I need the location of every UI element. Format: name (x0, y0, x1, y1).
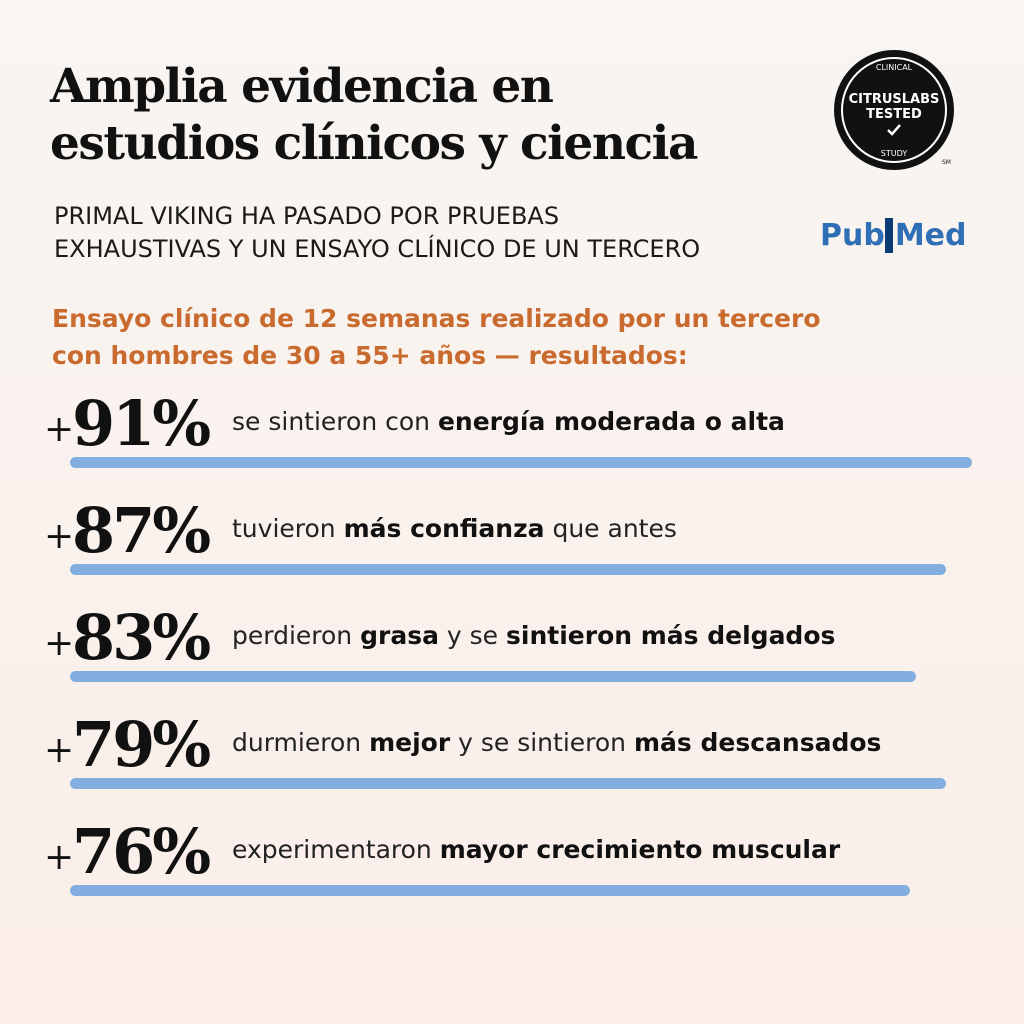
badge-bottom: STUDY (881, 149, 908, 158)
result-sign: + (44, 623, 75, 664)
pubmed-part: Pub (820, 218, 885, 253)
pubmed-logo: Pub Med (820, 218, 967, 253)
description-segment: más descansados (633, 728, 882, 757)
description-segment: experimentaron (232, 835, 440, 864)
description-segment: tuvieron (232, 514, 344, 543)
result: +83% perdieron grasa y se sintieron más d… (44, 601, 984, 709)
result: +76% experimentaron mayor crecimiento mus… (44, 815, 984, 923)
badge-mark: SM (942, 159, 951, 166)
description-segment: durmieron (232, 728, 370, 757)
badge-top: CLINICAL (876, 63, 913, 72)
underline-bar (70, 885, 910, 896)
description-segment: sintieron más delgados (506, 621, 836, 650)
intro: Ensayo clínico de 12 semanas realizado p… (52, 300, 821, 374)
result-stat: 83% (72, 601, 211, 674)
badge-line2: TESTED (866, 107, 922, 122)
badge-circle (834, 50, 954, 170)
result-description: perdieron grasa y se sintieron más delga… (232, 621, 835, 650)
result-stat: 76% (72, 815, 211, 888)
result-stat: 91% (72, 387, 211, 460)
description-segment: perdieron (232, 621, 361, 650)
description-segment: que antes (544, 514, 677, 543)
description-segment: grasa (360, 621, 439, 650)
badge-ring (841, 57, 947, 163)
result-sign: + (44, 409, 75, 450)
subtitle: PRIMAL VIKING HA PASADO POR PRUEBAS EXHA… (54, 200, 700, 266)
result-stat: 79% (72, 708, 211, 781)
description-segment: mejor (369, 728, 451, 757)
intro-line: con hombres de 30 a 55+ años — resultado… (52, 341, 688, 370)
result: +87% tuvieron más confianza que antes (44, 494, 984, 602)
description-segment: y se sintieron (450, 728, 634, 757)
badge: CLINICAL CITRUSLABS TESTED STUDY SM (834, 50, 954, 170)
underline-bar (70, 671, 916, 682)
subtitle-line: EXHAUSTIVAS Y UN ENSAYO CLÍNICO DE UN TE… (54, 235, 701, 263)
pubmed-part: Med (884, 218, 967, 253)
result: +79% durmieron mejor y se sintieron más d… (44, 708, 984, 816)
description-segment: energía moderada o alta (437, 407, 785, 436)
intro-line: Ensayo clínico de 12 semanas realizado p… (52, 304, 821, 333)
result-sign: + (44, 730, 75, 771)
result-description: experimentaron mayor crecimiento muscula… (232, 835, 840, 864)
result: +91% se sintieron con energía moderada o … (44, 387, 984, 495)
badge-line1: CITRUSLABS (849, 92, 940, 107)
title-line: Amplia evidencia en (50, 59, 554, 114)
underline-bar (70, 564, 946, 575)
result-stat: 87% (72, 494, 211, 567)
result-sign: + (44, 837, 75, 878)
subtitle-line: PRIMAL VIKING HA PASADO POR PRUEBAS (54, 202, 560, 230)
check (887, 124, 901, 136)
description-segment: se sintieron con (232, 407, 438, 436)
result-description: tuvieron más confianza que antes (232, 514, 677, 543)
underline-bar (70, 778, 946, 789)
title-line: estudios clínicos y ciencia (50, 116, 698, 171)
result-description: durmieron mejor y se sintieron más desca… (232, 728, 881, 757)
title: Amplia evidencia en estudios clínicos y … (50, 58, 698, 172)
description-segment: mayor crecimiento muscular (439, 835, 841, 864)
underline-bar (70, 457, 972, 468)
description-segment: más confianza (343, 514, 545, 543)
description-segment: y se (438, 621, 507, 650)
result-description: se sintieron con energía moderada o alta (232, 407, 785, 436)
result-sign: + (44, 516, 75, 557)
